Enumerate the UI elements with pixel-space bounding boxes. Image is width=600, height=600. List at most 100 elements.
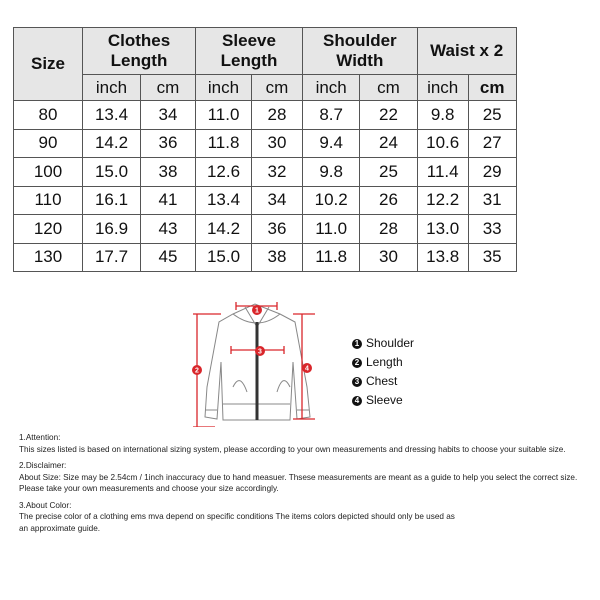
value-cell: 11.8 bbox=[195, 128, 252, 158]
value-cell: 32 bbox=[251, 157, 303, 187]
size-cell: 90 bbox=[13, 128, 83, 158]
value-cell: 10.2 bbox=[301, 185, 361, 215]
note-text: Please take your own measurements and ch… bbox=[19, 484, 279, 493]
value-cell: 11.0 bbox=[301, 214, 361, 244]
size-chart-table: Size Clothes Length Sleeve Length Should… bbox=[13, 27, 517, 272]
value-cell: 16.1 bbox=[82, 185, 141, 215]
value-cell: 12.2 bbox=[416, 185, 469, 215]
value-cell: 36 bbox=[140, 128, 196, 158]
table-row: 120 16.9 43 14.2 36 11.0 28 13.0 33 bbox=[13, 214, 517, 244]
notes: 1.Attention: This sizes listed is based o… bbox=[19, 432, 577, 539]
value-cell: 38 bbox=[251, 242, 303, 272]
value-cell: 30 bbox=[359, 242, 418, 272]
value-cell: 25 bbox=[467, 100, 517, 130]
value-cell: 16.9 bbox=[82, 214, 141, 244]
value-cell: 34 bbox=[251, 185, 303, 215]
value-cell: 26 bbox=[359, 185, 418, 215]
value-cell: 38 bbox=[140, 157, 196, 187]
group-header: Waist x 2 bbox=[416, 27, 517, 75]
note-title: 1.Attention: bbox=[19, 433, 61, 442]
value-cell: 8.7 bbox=[301, 100, 361, 130]
legend-label: Sleeve bbox=[366, 393, 403, 407]
legend-label: Shoulder bbox=[366, 336, 415, 350]
value-cell: 22 bbox=[359, 100, 418, 130]
value-cell: 11.8 bbox=[301, 242, 361, 272]
group-header: Clothes Length bbox=[82, 27, 196, 75]
value-cell: 9.4 bbox=[301, 128, 361, 158]
number-badge-icon: 1 bbox=[352, 339, 362, 349]
value-cell: 33 bbox=[467, 214, 517, 244]
size-cell: 110 bbox=[13, 185, 83, 215]
table-row: 110 16.1 41 13.4 34 10.2 26 12.2 31 bbox=[13, 185, 517, 215]
marker-1: 1 bbox=[255, 308, 259, 315]
note-text: an approximate guide. bbox=[19, 523, 101, 533]
size-cell: 130 bbox=[13, 242, 83, 272]
value-cell: 29 bbox=[467, 157, 517, 187]
value-cell: 13.4 bbox=[195, 185, 252, 215]
measure-markers bbox=[192, 305, 312, 375]
table-row: 90 14.2 36 11.8 30 9.4 24 10.6 27 bbox=[13, 128, 517, 158]
unit-header: cm bbox=[467, 74, 517, 101]
legend-item: 2 Length bbox=[352, 353, 414, 372]
marker-4: 4 bbox=[305, 366, 309, 373]
unit-header: inch bbox=[301, 74, 361, 101]
value-cell: 11.4 bbox=[416, 157, 469, 187]
value-cell: 9.8 bbox=[301, 157, 361, 187]
value-cell: 13.0 bbox=[416, 214, 469, 244]
value-cell: 36 bbox=[251, 214, 303, 244]
value-cell: 14.2 bbox=[195, 214, 252, 244]
note-section: 2.Disclaimer: About Size: Size may be 2.5… bbox=[19, 460, 577, 495]
value-cell: 12.6 bbox=[195, 157, 252, 187]
number-badge-icon: 3 bbox=[352, 377, 362, 387]
value-cell: 11.0 bbox=[195, 100, 252, 130]
group-header: Shoulder Width bbox=[302, 27, 418, 75]
note-text: This sizes listed is based on internatio… bbox=[19, 444, 566, 454]
value-cell: 34 bbox=[140, 100, 196, 130]
value-cell: 45 bbox=[140, 242, 196, 272]
marker-3: 3 bbox=[258, 349, 262, 356]
legend-item: 1 Shoulder bbox=[352, 334, 414, 353]
value-cell: 13.4 bbox=[82, 100, 141, 130]
table-row: 100 15.0 38 12.6 32 9.8 25 11.4 29 bbox=[13, 157, 517, 187]
value-cell: 13.8 bbox=[416, 242, 469, 272]
size-cell: 80 bbox=[13, 100, 83, 130]
number-badge-icon: 4 bbox=[352, 396, 362, 406]
unit-header: cm bbox=[140, 74, 196, 101]
unit-header: inch bbox=[195, 74, 252, 101]
unit-header: cm bbox=[251, 74, 303, 101]
unit-header: inch bbox=[82, 74, 141, 101]
note-title: 2.Disclaimer: bbox=[19, 461, 67, 470]
legend-label: Chest bbox=[366, 374, 398, 388]
measurement-legend: 1 Shoulder 2 Length 3 Chest 4 Sleeve bbox=[352, 334, 414, 410]
size-cell: 120 bbox=[13, 214, 83, 244]
value-cell: 25 bbox=[359, 157, 418, 187]
table-row: 80 13.4 34 11.0 28 8.7 22 9.8 25 bbox=[13, 100, 517, 130]
value-cell: 31 bbox=[467, 185, 517, 215]
group-header: Sleeve Length bbox=[195, 27, 303, 75]
value-cell: 41 bbox=[140, 185, 196, 215]
value-cell: 24 bbox=[359, 128, 418, 158]
value-cell: 9.8 bbox=[416, 100, 469, 130]
size-cell: 100 bbox=[13, 157, 83, 187]
table-row: 130 17.7 45 15.0 38 11.8 30 13.8 35 bbox=[13, 242, 517, 272]
size-header: Size bbox=[13, 27, 83, 101]
note-section: 1.Attention: This sizes listed is based o… bbox=[19, 432, 577, 455]
note-title: 3.About Color: bbox=[19, 500, 72, 510]
value-cell: 10.6 bbox=[416, 128, 469, 158]
value-cell: 30 bbox=[251, 128, 303, 158]
jacket-diagram: 1 2 3 4 bbox=[192, 302, 315, 427]
legend-item: 3 Chest bbox=[352, 372, 414, 391]
unit-header: cm bbox=[359, 74, 418, 101]
value-cell: 28 bbox=[251, 100, 303, 130]
value-cell: 35 bbox=[467, 242, 517, 272]
note-text: About Size: Size may be 2.54cm / 1inch i… bbox=[19, 472, 578, 482]
number-badge-icon: 2 bbox=[352, 358, 362, 368]
note-text: The precise color of a clothing ems mva … bbox=[19, 512, 455, 521]
value-cell: 15.0 bbox=[82, 157, 141, 187]
unit-header: inch bbox=[416, 74, 469, 101]
value-cell: 28 bbox=[359, 214, 418, 244]
jacket-outline bbox=[204, 303, 311, 421]
value-cell: 14.2 bbox=[82, 128, 141, 158]
legend-label: Length bbox=[366, 355, 403, 369]
value-cell: 27 bbox=[467, 128, 517, 158]
